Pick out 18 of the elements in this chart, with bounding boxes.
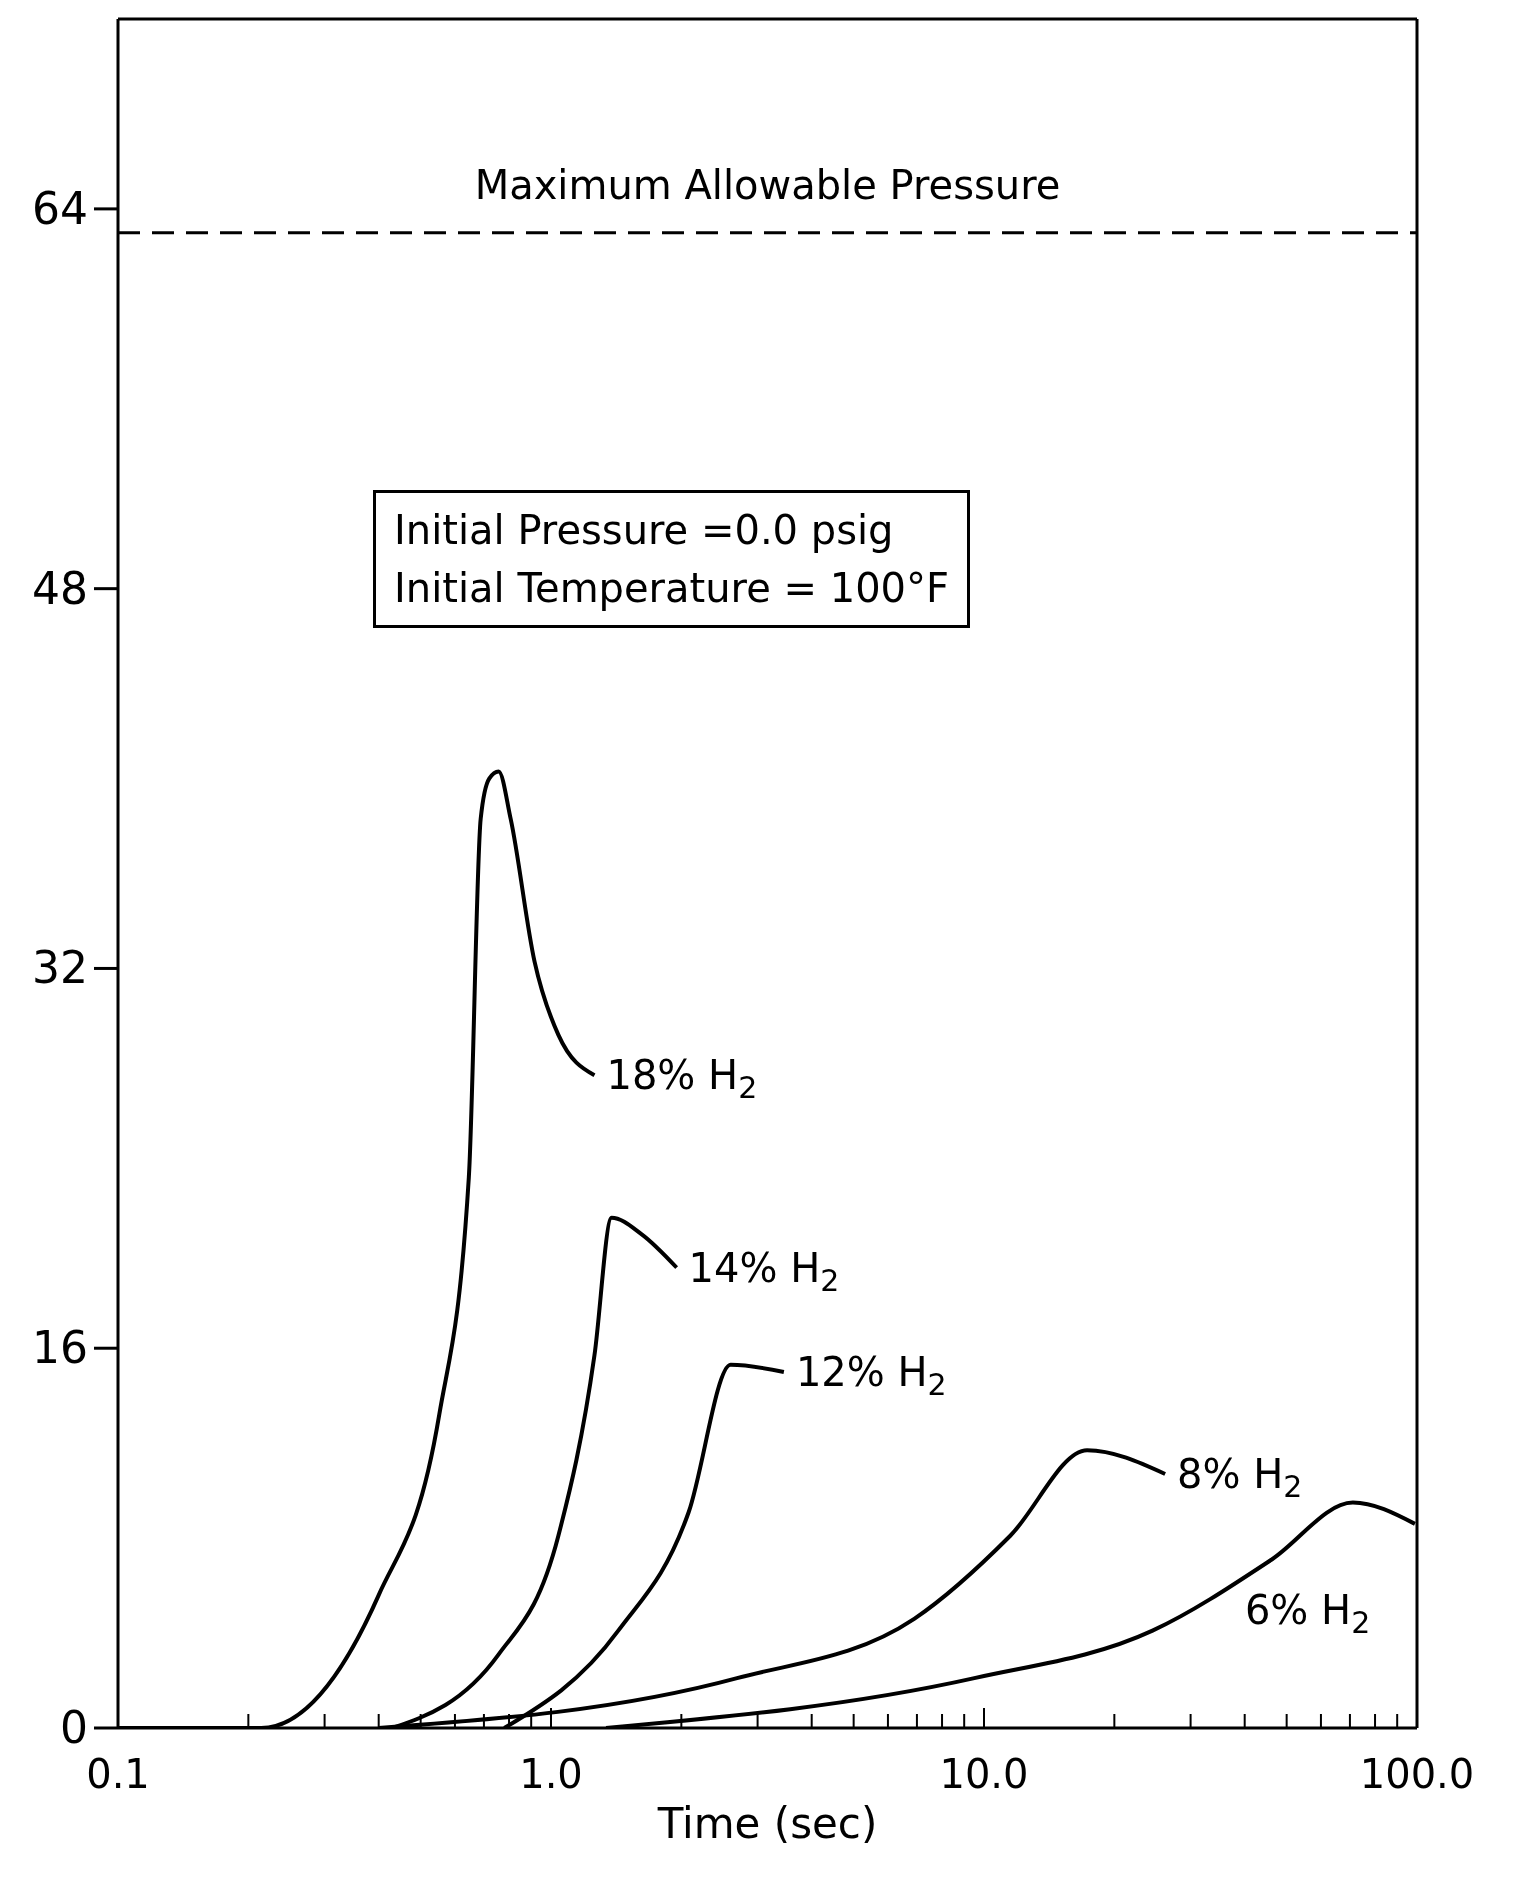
ref-line-label: Maximum Allowable Pressure	[474, 162, 1061, 209]
y-tick-label: 16	[32, 1322, 88, 1374]
x-tick-label: 1.0	[519, 1751, 583, 1797]
y-tick-label: 48	[32, 562, 88, 614]
y-tick-label: 0	[60, 1702, 88, 1753]
x-axis-title: Time (sec)	[656, 1799, 878, 1848]
annotation: Initial Temperature = 100°F	[394, 564, 950, 613]
x-tick-label: 10.0	[939, 1751, 1029, 1797]
series-label: 6% H$_{2}$	[1244, 1586, 1371, 1640]
series-label: 14% H$_{2}$	[688, 1244, 840, 1298]
y-tick-label: 32	[32, 942, 88, 994]
x-tick-label: 0.1	[86, 1751, 150, 1797]
x-tick-label: 100.0	[1359, 1751, 1475, 1797]
annotation: Initial Pressure =0.0 psig	[394, 506, 895, 555]
series-label: 8% H$_{2}$	[1177, 1451, 1303, 1505]
y-tick-label: 64	[32, 182, 88, 234]
series-label: 12% H$_{2}$	[795, 1348, 947, 1402]
series-label: 18% H$_{2}$	[606, 1052, 758, 1106]
